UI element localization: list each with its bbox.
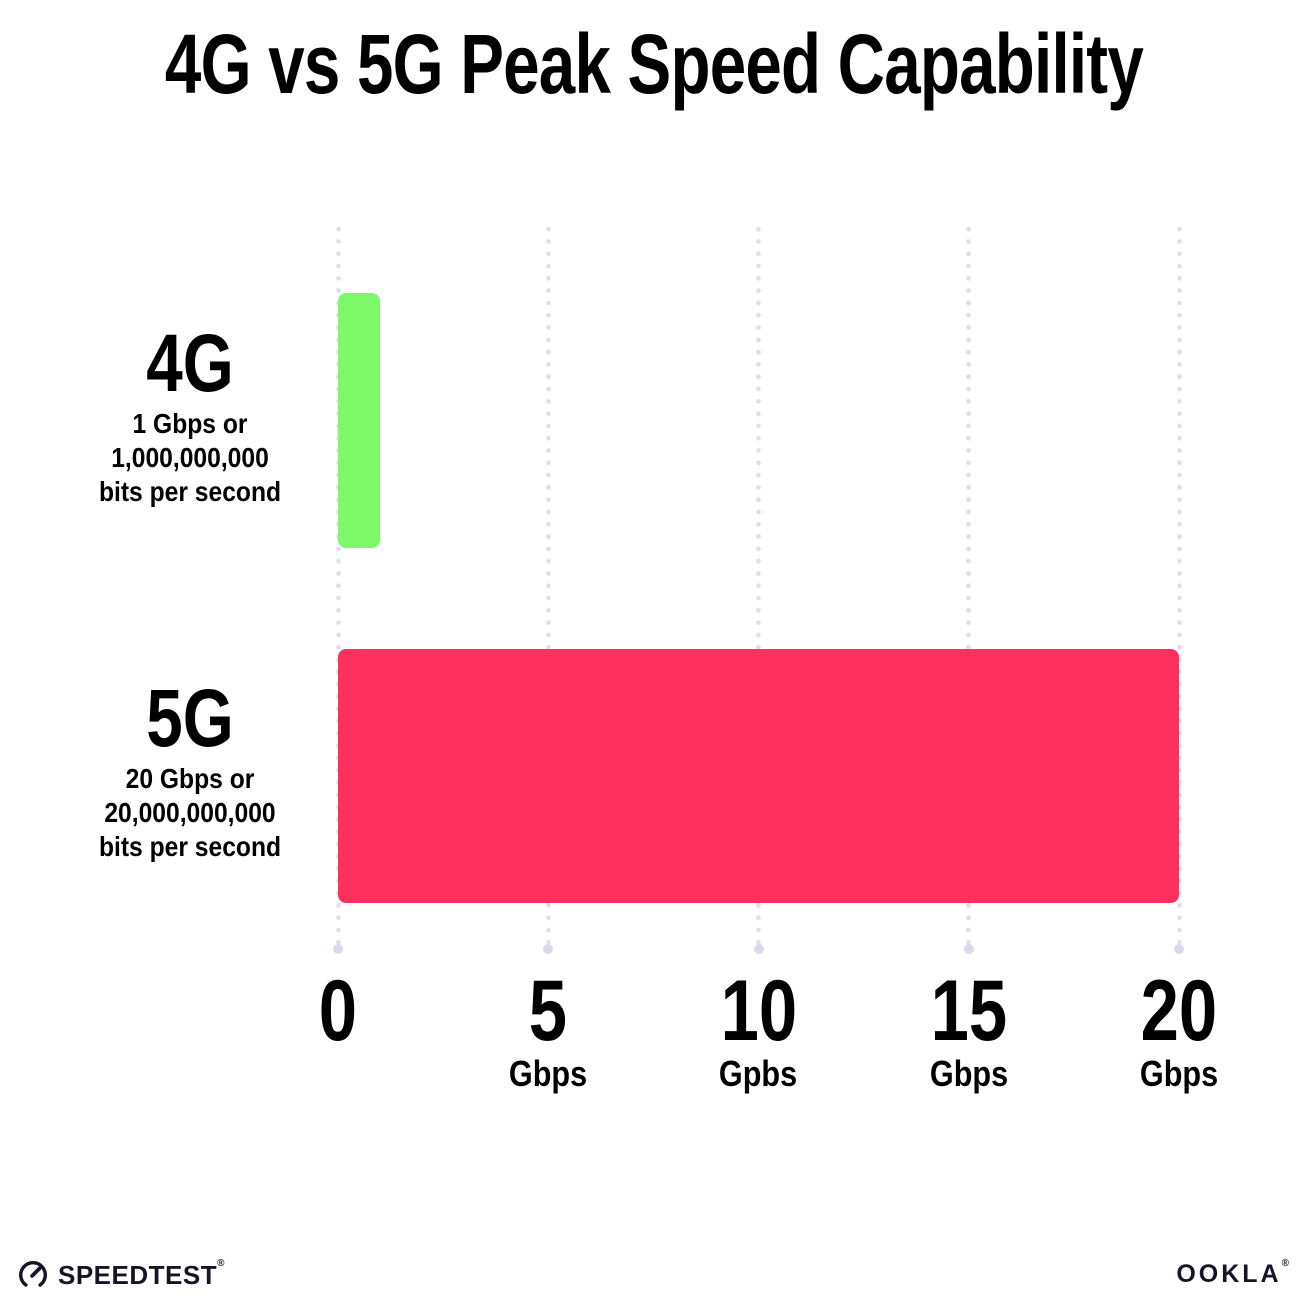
ookla-logo: OOKLA®: [1176, 1258, 1292, 1289]
category-label-4g: 4G 1 Gbps or 1,000,000,000 bits per second: [40, 323, 340, 509]
category-sublabel-line: 20,000,000,000: [104, 797, 276, 828]
category-sublabel: 1 Gbps or 1,000,000,000 bits per second: [58, 407, 322, 509]
chart-title: 4G vs 5G Peak Speed Capability: [0, 16, 1308, 113]
category-sublabel-line: 20 Gbps or: [125, 763, 255, 794]
gridline-5: [545, 223, 551, 946]
speedtest-trademark: ®: [217, 1257, 225, 1269]
ookla-wordmark: OOKLA®: [1176, 1258, 1292, 1288]
x-tick-number: 5: [529, 963, 568, 1059]
gridline-end-dot-5: [543, 944, 554, 954]
x-tick-number: 0: [318, 963, 358, 1059]
gridline-end-dot-20: [1174, 944, 1184, 954]
gridline-end-dot-0: [333, 944, 343, 954]
gridline-end-dot-15: [963, 944, 974, 954]
gridline-15: [966, 223, 972, 946]
speedtest-gauge-icon: [16, 1258, 50, 1292]
speedtest-logo: SPEEDTEST®: [16, 1258, 225, 1292]
bar-4g: [338, 293, 381, 548]
x-tick-unit: Gbps: [1139, 1053, 1219, 1094]
speedtest-wordmark: SPEEDTEST®: [58, 1257, 225, 1290]
category-sublabel: 20 Gbps or 20,000,000,000 bits per second: [58, 762, 322, 864]
x-tick-15: 15 Gbps: [859, 963, 1079, 1094]
gridline-end-dot-10: [753, 944, 764, 954]
x-tick-number: 15: [930, 963, 1008, 1059]
category-name: 4G: [146, 318, 234, 409]
x-tick-5: 5 Gbps: [438, 963, 658, 1094]
x-tick-unit: Gbps: [929, 1053, 1008, 1094]
category-sublabel-line: 1,000,000,000: [111, 442, 269, 473]
x-tick-unit: Gpbs: [719, 1053, 798, 1094]
ookla-trademark: ®: [1281, 1258, 1292, 1269]
gridline-0: [335, 223, 341, 946]
x-tick-number: 20: [1140, 963, 1218, 1059]
category-name: 5G: [146, 673, 234, 764]
x-tick-20: 20 Gbps: [1069, 963, 1289, 1094]
category-sublabel-line: 1 Gbps or: [132, 408, 248, 439]
gridline-10: [756, 223, 761, 946]
x-tick-number: 10: [720, 963, 797, 1059]
x-tick-0: 0: [228, 963, 448, 1059]
x-tick-unit: Gbps: [509, 1053, 588, 1094]
chart-title-text: 4G vs 5G Peak Speed Capability: [164, 17, 1144, 111]
category-label-5g: 5G 20 Gbps or 20,000,000,000 bits per secon…: [40, 678, 340, 864]
category-sublabel-line: bits per second: [98, 831, 282, 862]
gridline-20: [1176, 223, 1182, 946]
category-sublabel-line: bits per second: [98, 476, 282, 507]
x-tick-10: 10 Gpbs: [649, 963, 869, 1094]
bar-5g: [338, 649, 1179, 903]
